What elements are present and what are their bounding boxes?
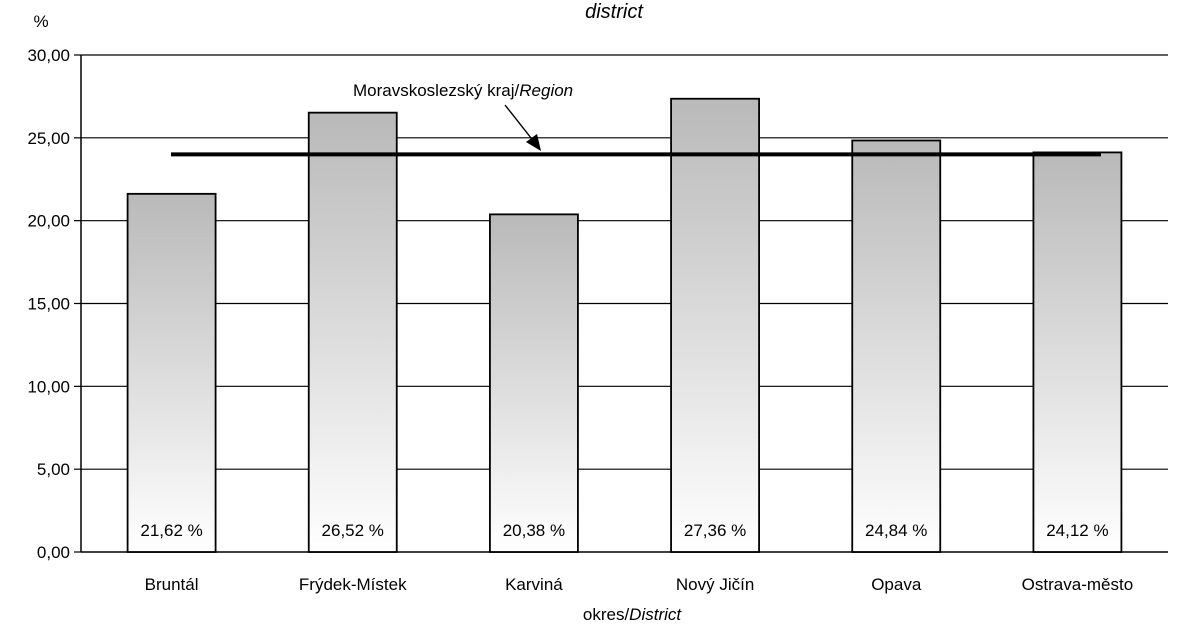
y-tick-label: 5,00 (37, 460, 70, 479)
bar (126, 192, 217, 553)
y-tick-label: 0,00 (37, 543, 70, 562)
category-label: Karviná (505, 575, 563, 594)
data-label: 24,84 % (865, 521, 927, 540)
gridlines (81, 54, 1168, 470)
y-unit-label: % (33, 12, 48, 31)
bar (1032, 151, 1123, 553)
data-label: 24,12 % (1046, 521, 1108, 540)
x-axis-categories: Bruntál Frýdek-Místek Karviná Nový Jičín Opa… (145, 575, 1134, 594)
data-label: 20,38 % (503, 521, 565, 540)
y-axis-ticks: 0,00 5,00 10,00 15,00 20,00 25,00 30,00 (27, 46, 1168, 562)
bar (670, 97, 760, 553)
chart-title-fragment: district (585, 1, 644, 23)
data-label: 21,62 % (140, 521, 202, 540)
x-axis-title: okres/District (583, 605, 683, 624)
category-label: Bruntál (145, 575, 199, 594)
y-tick-label: 25,00 (27, 129, 70, 148)
data-labels: 21,62 % 26,52 % 20,38 % 27,36 % 24,84 % 24,12… (140, 521, 1108, 540)
y-tick-label: 10,00 (27, 377, 70, 396)
reference-line-label: Moravskoslezský kraj/Region (353, 81, 573, 100)
bar (489, 213, 579, 553)
y-tick-label: 20,00 (27, 212, 70, 231)
category-label: Nový Jičín (676, 575, 754, 594)
category-label: Opava (871, 575, 922, 594)
bars (126, 97, 1123, 553)
bar (307, 111, 398, 553)
data-label: 27,36 % (684, 521, 746, 540)
category-label: Ostrava-město (1022, 575, 1133, 594)
y-tick-label: 15,00 (27, 295, 70, 314)
y-tick-label: 30,00 (27, 46, 70, 65)
reference-arrow-head (526, 134, 541, 151)
reference-line-group: Moravskoslezský kraj/Region (171, 81, 1101, 157)
bar (851, 139, 942, 553)
data-label: 26,52 % (322, 521, 384, 540)
reference-arrow-shaft (504, 104, 536, 144)
category-label: Frýdek-Místek (299, 575, 407, 594)
